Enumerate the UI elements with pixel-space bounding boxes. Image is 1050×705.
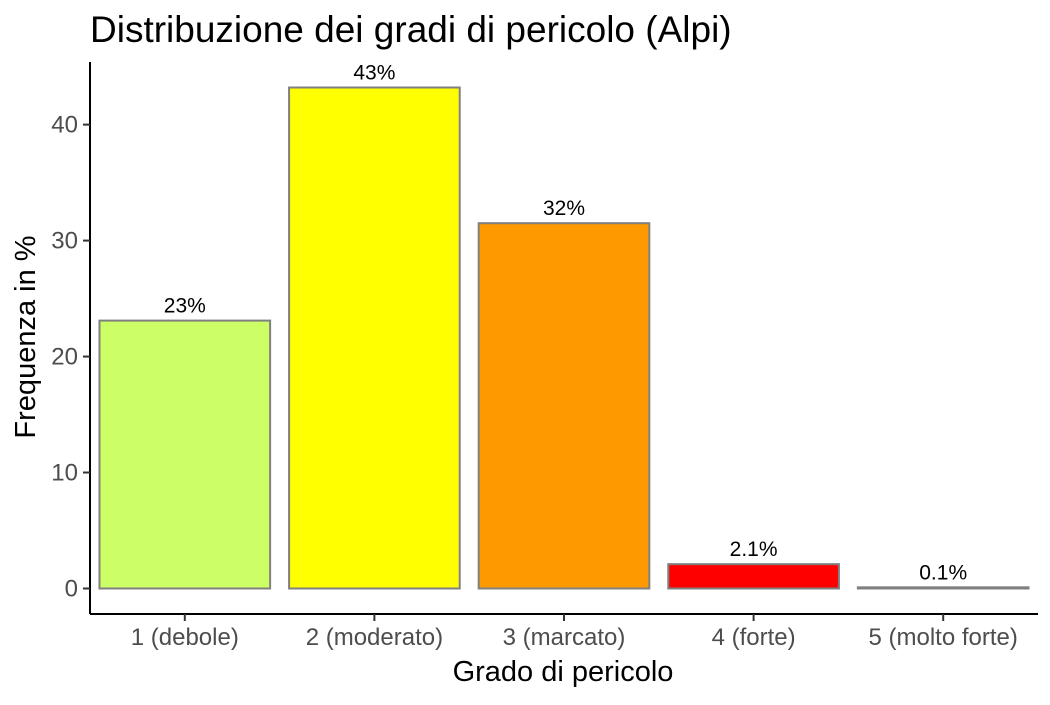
- chart-title: Distribuzione dei gradi di pericolo (Alp…: [90, 9, 732, 50]
- bar-3: [477, 222, 651, 590]
- x-tick-label: 1 (debole): [131, 624, 239, 651]
- bar-5: [856, 586, 1030, 590]
- x-tick-label: 5 (molto forte): [869, 624, 1018, 651]
- x-tick-label: 4 (forte): [712, 624, 796, 651]
- data-labels: 23% 43% 32% 2.1% 0.1%: [164, 62, 967, 585]
- data-label: 32%: [543, 197, 585, 220]
- y-axis: 0 10 20 30 40: [51, 62, 91, 614]
- bar-1: [98, 319, 272, 590]
- y-tick-label: 30: [51, 228, 78, 255]
- data-label: 2.1%: [730, 538, 778, 561]
- x-tick-label: 3 (marcato): [503, 624, 626, 651]
- x-axis-title: Grado di pericolo: [453, 656, 674, 688]
- bars: [98, 86, 1030, 590]
- y-tick-label: 10: [51, 460, 78, 487]
- bar-4: [667, 563, 840, 590]
- x-tick-label: 2 (moderato): [306, 624, 443, 651]
- data-label: 0.1%: [919, 561, 967, 584]
- bar-2: [288, 86, 461, 590]
- y-axis-title: Frequenza in %: [10, 235, 42, 438]
- data-label: 43%: [353, 62, 395, 85]
- y-tick-label: 0: [65, 575, 78, 602]
- data-label: 23%: [164, 295, 206, 318]
- x-axis: 1 (debole) 2 (moderato) 3 (marcato) 4 (fort…: [90, 613, 1038, 651]
- y-tick-label: 20: [51, 344, 78, 371]
- y-tick-label: 40: [51, 112, 78, 139]
